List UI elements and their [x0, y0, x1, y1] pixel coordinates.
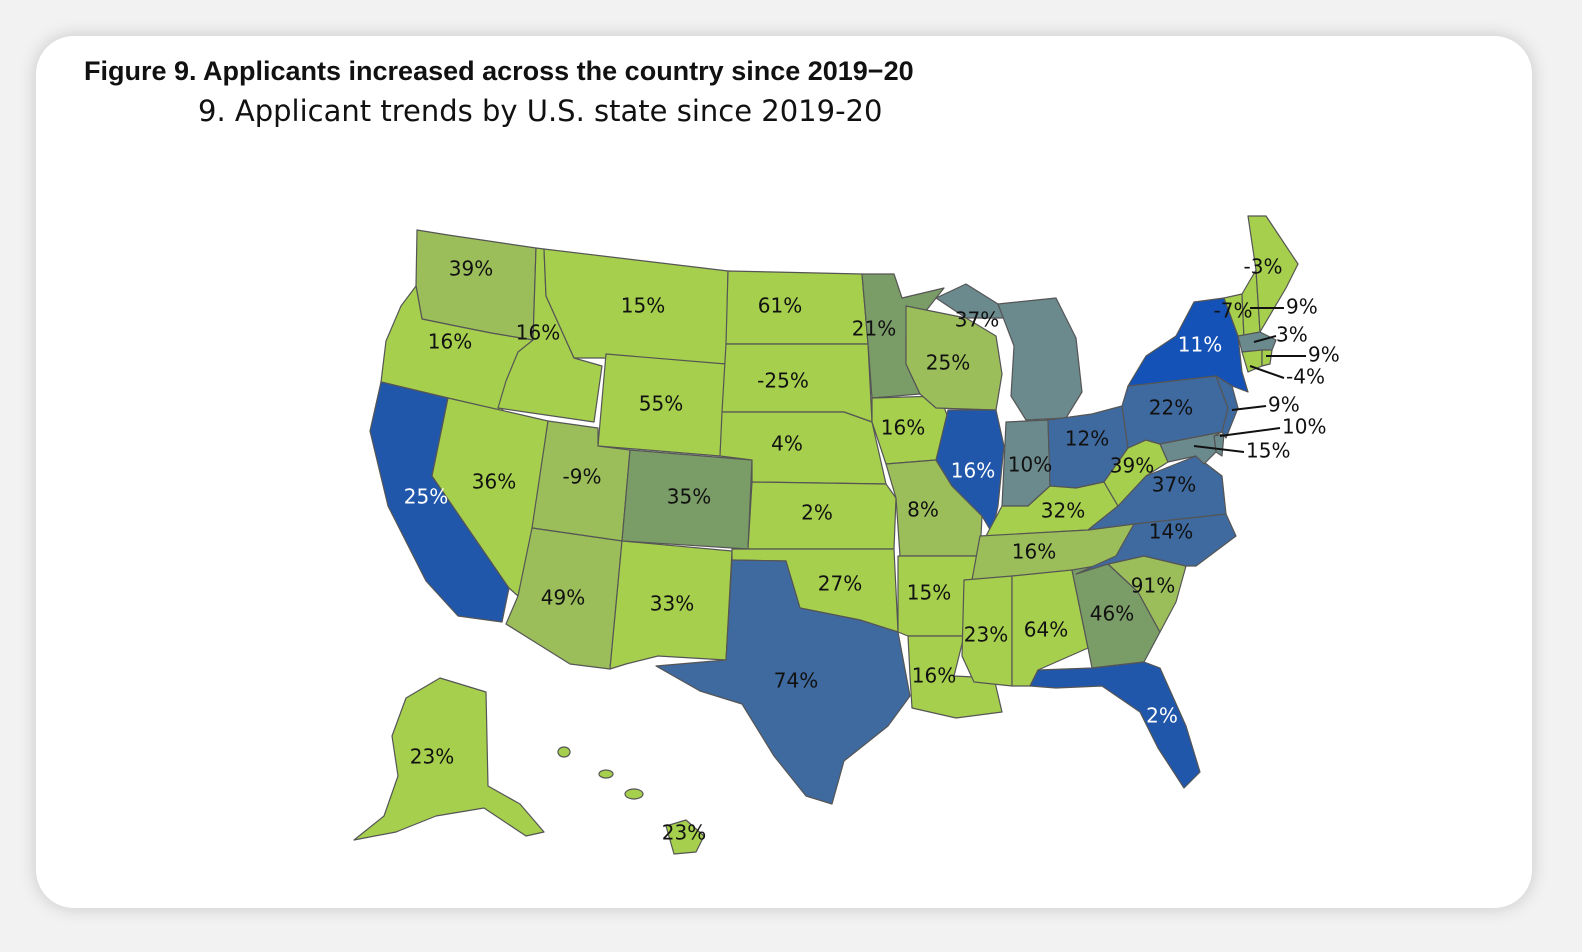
state-label-LA: 16% [912, 664, 956, 688]
state-label-MS: 23% [964, 623, 1008, 647]
state-label-KY: 32% [1041, 499, 1085, 523]
leader-line-NJ [1231, 405, 1267, 411]
hawaii-island-oahu [598, 769, 614, 779]
state-TX [655, 559, 911, 805]
state-label-OH: 12% [1065, 427, 1109, 451]
leader-line-MD [1193, 445, 1245, 453]
state-label-CA: 25% [404, 485, 448, 509]
state-label-WV: 39% [1110, 454, 1154, 478]
state-MI [997, 297, 1083, 421]
state-label-TN: 16% [1012, 540, 1056, 564]
state-label-CO: 35% [667, 485, 711, 509]
state-label-IL: 16% [951, 459, 995, 483]
state-MS [961, 575, 1013, 687]
state-label-AR: 15% [907, 581, 951, 605]
state-label-AZ: 49% [541, 586, 585, 610]
leader-line-MA [1253, 335, 1277, 343]
callout-label-NH: 9% [1286, 295, 1318, 319]
callout-label-CT: -4% [1286, 365, 1325, 389]
state-MD [1159, 431, 1223, 465]
state-label-PA: 22% [1149, 396, 1193, 420]
state-label-NE: 4% [771, 432, 803, 456]
figure-card: Figure 9. Applicants increased across th… [36, 36, 1532, 908]
hawaii-island-kauai [557, 746, 571, 758]
state-label-IN: 10% [1008, 453, 1052, 477]
state-HI [665, 819, 705, 855]
hawaii-island-maui [624, 788, 644, 800]
state-label-ND: 61% [758, 294, 802, 318]
callout-label-NJ: 9% [1268, 393, 1300, 417]
state-NC [1075, 513, 1237, 575]
state-label-WI: 25% [926, 351, 970, 375]
map-subtitle: 9. Applicant trends by U.S. state since … [198, 94, 883, 128]
state-label-SD: -25% [757, 369, 809, 393]
state-label-NC: 14% [1149, 520, 1193, 544]
state-label-TX: 74% [774, 669, 818, 693]
state-label-ID: 16% [516, 321, 560, 345]
state-label-AL: 64% [1024, 618, 1068, 642]
state-label-KS: 2% [801, 501, 833, 525]
state-FL [1029, 661, 1201, 789]
state-label-GA: 46% [1090, 602, 1134, 626]
state-label-SC: 91% [1131, 574, 1175, 598]
state-label-VA: 37% [1152, 473, 1196, 497]
state-label-MN: 21% [852, 317, 896, 341]
state-label-UP: 37% [955, 308, 999, 332]
state-label-UT: -9% [563, 465, 602, 489]
state-callouts: 9%3%9%-4%9%10%15% [1193, 295, 1340, 463]
state-label-VT: -7% [1214, 299, 1253, 323]
state-label-NV: 36% [472, 470, 516, 494]
state-label-HI: 23% [662, 821, 706, 845]
state-label-ME: -3% [1244, 255, 1283, 279]
state-label-OK: 27% [818, 572, 862, 596]
state-label-AK: 23% [410, 745, 454, 769]
state-label-MT: 15% [621, 294, 665, 318]
state-AK [353, 677, 545, 841]
state-label-NM: 33% [650, 592, 694, 616]
state-label-NY: 11% [1178, 333, 1222, 357]
leader-line-DE [1219, 427, 1281, 437]
state-NJ [1215, 375, 1239, 439]
figure-title: Figure 9. Applicants increased across th… [84, 56, 914, 86]
state-label-MO: 8% [907, 498, 939, 522]
us-state-map: 39% 16% 25% 16% 36% 15% 55% -9% 49% 35% 33% 61% -25%… [353, 215, 1340, 855]
state-label-IA: 16% [881, 416, 925, 440]
state-RI [1261, 349, 1273, 367]
callout-label-MA: 3% [1276, 323, 1308, 347]
state-label-FL: 2% [1146, 704, 1178, 728]
state-KS [747, 481, 897, 550]
state-label-OR: 16% [428, 330, 472, 354]
state-ME [1247, 215, 1299, 333]
callout-label-RI: 9% [1308, 343, 1340, 367]
state-label-WY: 55% [639, 392, 683, 416]
state-labels: 39% 16% 25% 16% 36% 15% 55% -9% 49% 35% 33% 61% -25%… [404, 255, 1283, 845]
leader-line-CT [1249, 365, 1285, 379]
state-LA [907, 635, 1003, 719]
state-label-WA: 39% [449, 257, 493, 281]
callout-label-DE: 10% [1282, 415, 1326, 439]
callout-label-MD: 15% [1246, 439, 1290, 463]
